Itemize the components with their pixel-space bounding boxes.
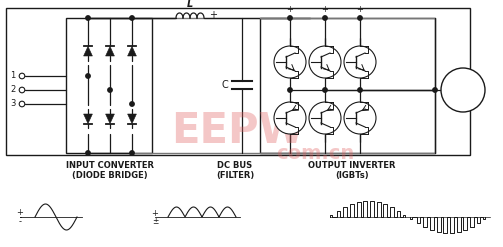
Text: +: + (287, 5, 293, 14)
Text: C: C (221, 81, 228, 90)
Polygon shape (128, 46, 136, 56)
Text: 2: 2 (10, 85, 15, 95)
Circle shape (86, 151, 90, 155)
Circle shape (358, 88, 362, 92)
Polygon shape (83, 114, 93, 124)
Text: OUTPUT INVERTER
(IGBTs): OUTPUT INVERTER (IGBTs) (308, 161, 396, 180)
Circle shape (274, 46, 306, 78)
Circle shape (130, 16, 134, 20)
Circle shape (344, 102, 376, 134)
Text: MOTOR: MOTOR (444, 85, 482, 95)
Circle shape (19, 73, 25, 79)
Bar (6, 8, 470, 155)
Circle shape (309, 102, 341, 134)
Circle shape (288, 88, 292, 92)
Circle shape (19, 87, 25, 93)
Text: L: L (187, 0, 193, 9)
Circle shape (323, 88, 327, 92)
Circle shape (86, 16, 90, 20)
Text: INPUT CONVERTER
(DIODE BRIDGE): INPUT CONVERTER (DIODE BRIDGE) (66, 161, 154, 180)
Text: +: + (357, 5, 364, 14)
Circle shape (441, 68, 485, 112)
Text: 1: 1 (10, 71, 15, 81)
Circle shape (344, 46, 376, 78)
Circle shape (130, 151, 134, 155)
Polygon shape (106, 46, 114, 56)
Bar (260, 18, 435, 153)
Circle shape (288, 16, 292, 20)
Bar (66, 18, 152, 153)
Text: -: - (19, 218, 22, 226)
Circle shape (19, 101, 25, 107)
Text: 3: 3 (10, 100, 16, 108)
Polygon shape (128, 114, 136, 124)
Text: DC BUS
(FILTER): DC BUS (FILTER) (216, 161, 254, 180)
Circle shape (323, 16, 327, 20)
Circle shape (108, 88, 112, 92)
Circle shape (130, 102, 134, 106)
Text: +: + (321, 5, 328, 14)
Text: +: + (17, 207, 24, 217)
Circle shape (358, 16, 362, 20)
Circle shape (274, 102, 306, 134)
Text: ±: ± (152, 217, 158, 226)
Circle shape (86, 74, 90, 78)
Text: com.cn: com.cn (276, 144, 354, 163)
Text: +: + (151, 208, 158, 218)
Polygon shape (83, 46, 93, 56)
Circle shape (433, 88, 437, 92)
Text: +: + (209, 10, 217, 20)
Polygon shape (106, 114, 114, 124)
Circle shape (309, 46, 341, 78)
Text: EEPW: EEPW (171, 110, 305, 152)
